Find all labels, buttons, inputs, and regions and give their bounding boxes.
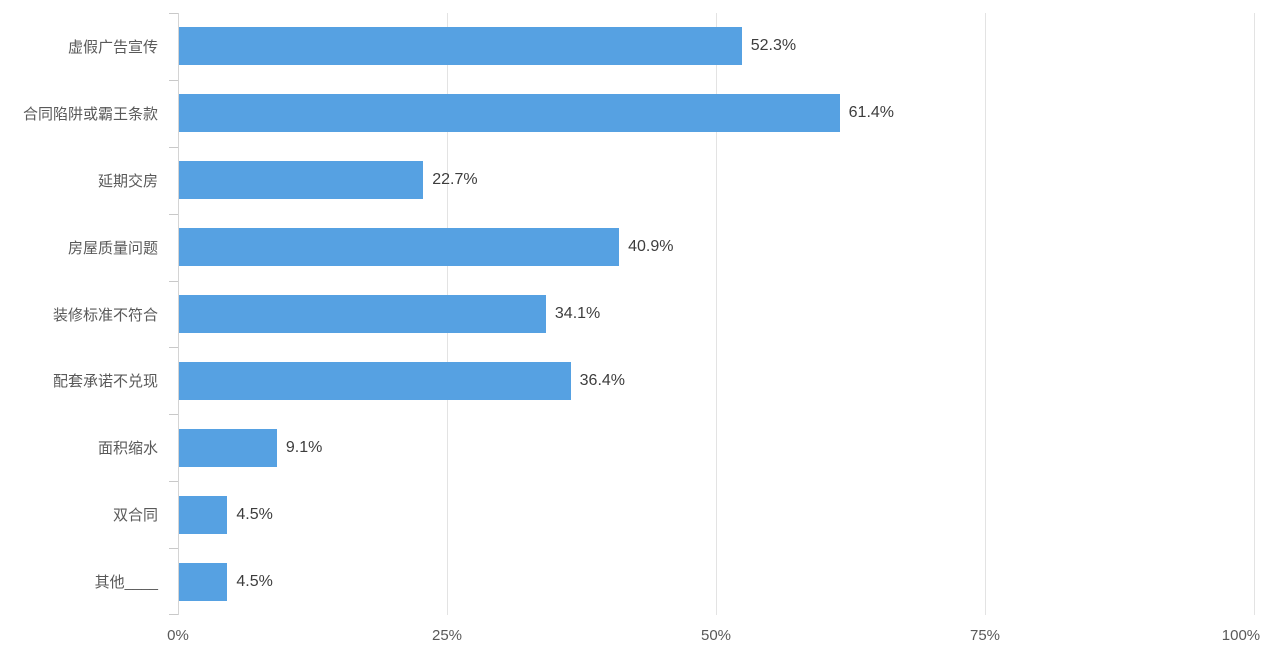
bar-row: 22.7% — [179, 147, 1255, 214]
x-axis-labels: 0% 25% 50% 75% 100% — [167, 627, 1260, 649]
category-label: 其他____ — [94, 574, 158, 592]
bar-row: 52.3% — [179, 13, 1255, 80]
gridline — [716, 13, 717, 615]
bar-row: 4.5% — [179, 481, 1255, 548]
y-axis-tick — [169, 414, 178, 416]
bar-value-label: 52.3% — [750, 37, 797, 55]
bar — [179, 161, 424, 200]
y-axis-tick — [169, 548, 178, 550]
bar-row: 34.1% — [179, 281, 1255, 348]
x-axis-tick-label: 75% — [969, 627, 1001, 644]
bar — [179, 27, 742, 66]
bar-row: 4.5% — [179, 548, 1255, 615]
category-label: 房屋质量问题 — [67, 239, 158, 257]
y-axis-line — [178, 13, 179, 615]
x-axis-tick-label: 50% — [700, 627, 732, 644]
bar — [179, 562, 228, 601]
y-axis-tick — [169, 347, 178, 349]
category-axis-labels: 虚假广告宣传合同陷阱或霸王条款延期交房房屋质量问题装修标准不符合 配套承诺不兑现面… — [0, 13, 168, 615]
bar — [179, 428, 277, 467]
bar — [179, 361, 571, 400]
bar-row: 9.1% — [179, 414, 1255, 481]
bar-value-label: 40.9% — [628, 238, 674, 256]
y-axis-tick — [169, 13, 178, 14]
bar-series: 52.3% 61.4% 22.7% 40.9% 34.1% 36.4% 9.1% 4.5% 4.… — [179, 13, 1255, 615]
bar-row: 36.4% — [179, 347, 1255, 414]
bar — [179, 295, 546, 333]
bar-value-label: 9.1% — [285, 438, 323, 456]
bar-row: 40.9% — [179, 214, 1255, 281]
x-axis-tick-label: 0% — [167, 627, 189, 644]
y-axis-tick — [169, 280, 178, 282]
category-label: 面积缩水 — [97, 440, 158, 458]
plot-area: 52.3% 61.4% 22.7% 40.9% 34.1% 36.4% 9.1% 4.5% 4.… — [169, 13, 1255, 615]
category-label: 延期交房 — [97, 172, 158, 190]
bar-value-label: 34.1% — [554, 305, 601, 322]
category-label: 合同陷阱或霸王条款 — [22, 105, 158, 123]
y-axis-tick — [169, 79, 178, 81]
x-axis-tick-label: 25% — [431, 627, 463, 644]
bar-value-label: 36.4% — [579, 371, 626, 389]
category-label: 双合同 — [112, 507, 158, 525]
category-label: 装修标准不符合 — [52, 306, 158, 324]
y-axis-tick — [169, 614, 178, 615]
bar-value-label: 4.5% — [236, 572, 273, 590]
bar-row: 61.4% — [179, 80, 1255, 147]
bar-value-label: 4.5% — [236, 505, 273, 523]
category-label: 配套承诺不兑现 — [52, 373, 158, 391]
y-axis-tick — [169, 481, 178, 483]
y-axis-tick — [169, 213, 178, 215]
bar — [179, 495, 228, 534]
category-label: 虚假广告宣传 — [67, 38, 158, 56]
bar — [179, 228, 620, 267]
gridline — [985, 13, 986, 615]
bar-value-label: 22.7% — [432, 171, 478, 189]
gridline — [1254, 13, 1255, 615]
y-axis-tick — [169, 146, 178, 148]
bar-value-label: 61.4% — [848, 104, 895, 122]
x-axis-tick-label: 100% — [1221, 627, 1261, 644]
bar — [179, 94, 840, 133]
